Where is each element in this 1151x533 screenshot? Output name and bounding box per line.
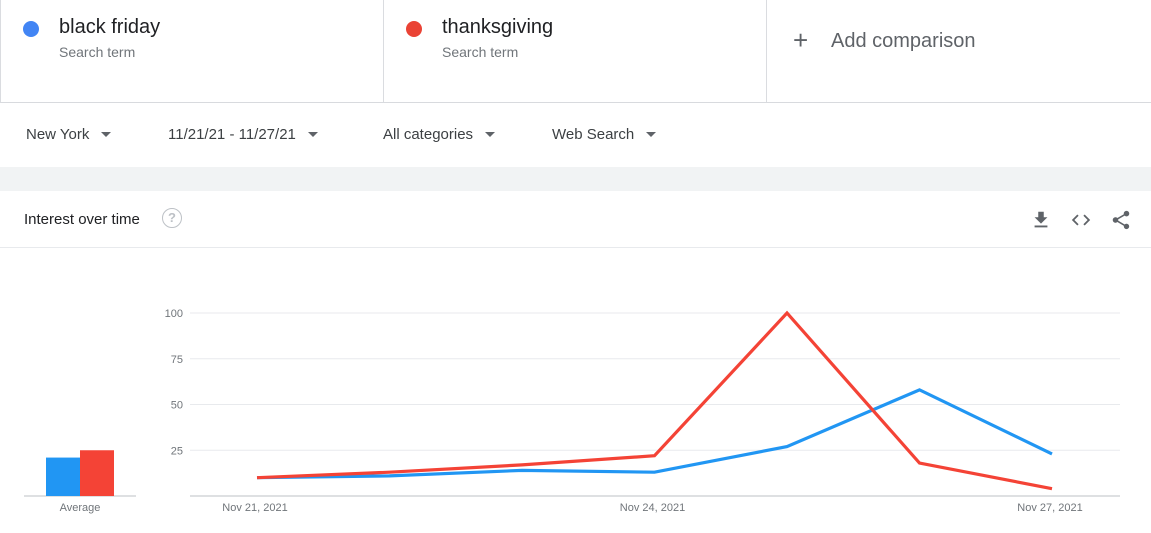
series-color-dot: [406, 21, 422, 37]
y-axis-ticks: 25 50 75 100: [165, 308, 183, 457]
chart-gridlines: [190, 312, 1120, 497]
x-axis-ticks: Nov 21, 2021 Nov 24, 2021 Nov 27, 2021: [222, 502, 1082, 514]
chart-series: [256, 310, 1053, 491]
region-dropdown[interactable]: New York: [26, 126, 112, 143]
add-comparison-label: Add comparison: [831, 30, 976, 52]
search-term-card-black-friday[interactable]: black friday Search term: [0, 0, 384, 103]
x-tick-label: Nov 27, 2021: [1017, 502, 1082, 514]
average-label: Average: [60, 502, 101, 514]
filter-bar: New York 11/21/21 - 11/27/21 All categor…: [0, 103, 1151, 167]
y-tick-label: 50: [171, 400, 183, 412]
caret-down-icon: [307, 132, 318, 137]
comparison-bar: black friday Search term thanksgiving Se…: [0, 0, 1151, 103]
y-tick-label: 100: [165, 308, 183, 320]
search-property-value: Web Search: [552, 126, 635, 143]
search-term-type: Search term: [442, 44, 519, 60]
help-icon[interactable]: ?: [162, 208, 182, 228]
plus-icon: +: [793, 25, 809, 55]
widget-title: Interest over time: [24, 211, 140, 228]
series-line-black-friday: [256, 388, 1053, 480]
x-tick-label: Nov 24, 2021: [620, 502, 685, 514]
category-dropdown[interactable]: All categories: [383, 126, 496, 143]
date-range-value: 11/21/21 - 11/27/21: [168, 126, 296, 143]
series-color-dot: [23, 21, 39, 37]
search-property-dropdown[interactable]: Web Search: [552, 126, 657, 143]
add-comparison-button[interactable]: + Add comparison: [767, 0, 1151, 103]
category-value: All categories: [383, 126, 474, 143]
average-bars: Average: [24, 450, 136, 514]
search-term-type: Search term: [59, 44, 136, 60]
section-divider: [0, 167, 1151, 191]
widget-header: Interest over time ?: [0, 191, 1151, 248]
region-value: New York: [26, 126, 90, 143]
interest-over-time-widget: Interest over time ?: [0, 191, 1151, 533]
series-line-thanksgiving: [256, 310, 1053, 491]
search-term-card-thanksgiving[interactable]: thanksgiving Search term: [384, 0, 767, 103]
y-tick-label: 75: [171, 354, 183, 366]
average-bar-black-friday: [46, 457, 80, 496]
embed-code-icon[interactable]: [1070, 209, 1092, 231]
caret-down-icon: [646, 132, 657, 137]
search-term-name: black friday: [59, 16, 161, 38]
average-bar-thanksgiving: [80, 450, 114, 496]
date-range-dropdown[interactable]: 11/21/21 - 11/27/21: [168, 126, 318, 143]
caret-down-icon: [101, 132, 112, 137]
y-tick-label: 25: [171, 445, 183, 457]
caret-down-icon: [485, 132, 496, 137]
x-tick-label: Nov 21, 2021: [222, 502, 287, 514]
search-term-name: thanksgiving: [442, 16, 554, 38]
download-icon[interactable]: [1030, 209, 1052, 231]
share-icon[interactable]: [1110, 209, 1132, 231]
